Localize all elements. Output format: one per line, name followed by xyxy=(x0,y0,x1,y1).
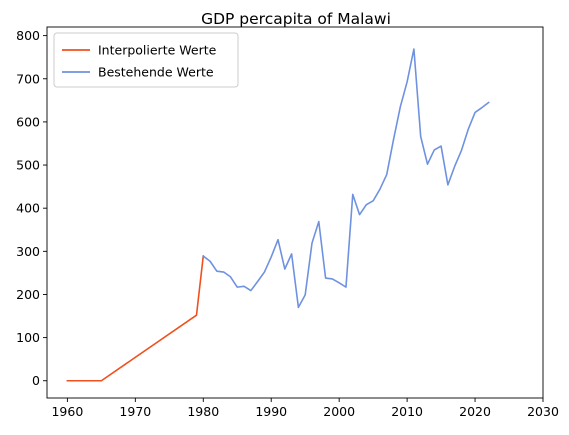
y-tick-label: 200 xyxy=(16,287,40,302)
y-tick-label: 700 xyxy=(16,71,40,86)
x-tick-label: 1960 xyxy=(51,404,83,419)
y-tick-label: 800 xyxy=(16,28,40,43)
x-tick-label: 2020 xyxy=(459,404,491,419)
legend-label: Bestehende Werte xyxy=(98,65,214,80)
x-tick-label: 1970 xyxy=(119,404,151,419)
y-tick-label: 500 xyxy=(16,158,40,173)
y-tick-label: 100 xyxy=(16,330,40,345)
x-tick-label: 1990 xyxy=(255,404,287,419)
x-tick-label: 2010 xyxy=(391,404,423,419)
legend: Interpolierte Werte Bestehende Werte xyxy=(53,32,239,88)
series-line-existing xyxy=(202,48,490,309)
y-tick-label: 600 xyxy=(16,114,40,129)
legend-box xyxy=(53,32,239,88)
legend-label: Interpolierte Werte xyxy=(98,43,217,58)
x-tick-label: 1980 xyxy=(187,404,219,419)
series-line-interpolated xyxy=(66,255,205,382)
y-tick-label: 400 xyxy=(16,201,40,216)
plot-frame xyxy=(46,26,544,399)
x-tick-label: 2000 xyxy=(323,404,355,419)
y-tick-label: 300 xyxy=(16,244,40,259)
axes-layer: 1960 1970 1980 1990 2000 2010 2020 2030 0 100 200 3… xyxy=(16,26,559,419)
chart-title: GDP percapita of Malawi xyxy=(201,10,391,28)
x-tick-label: 2030 xyxy=(527,404,559,419)
y-tick-label: 0 xyxy=(32,373,40,388)
series-layer xyxy=(66,48,490,382)
